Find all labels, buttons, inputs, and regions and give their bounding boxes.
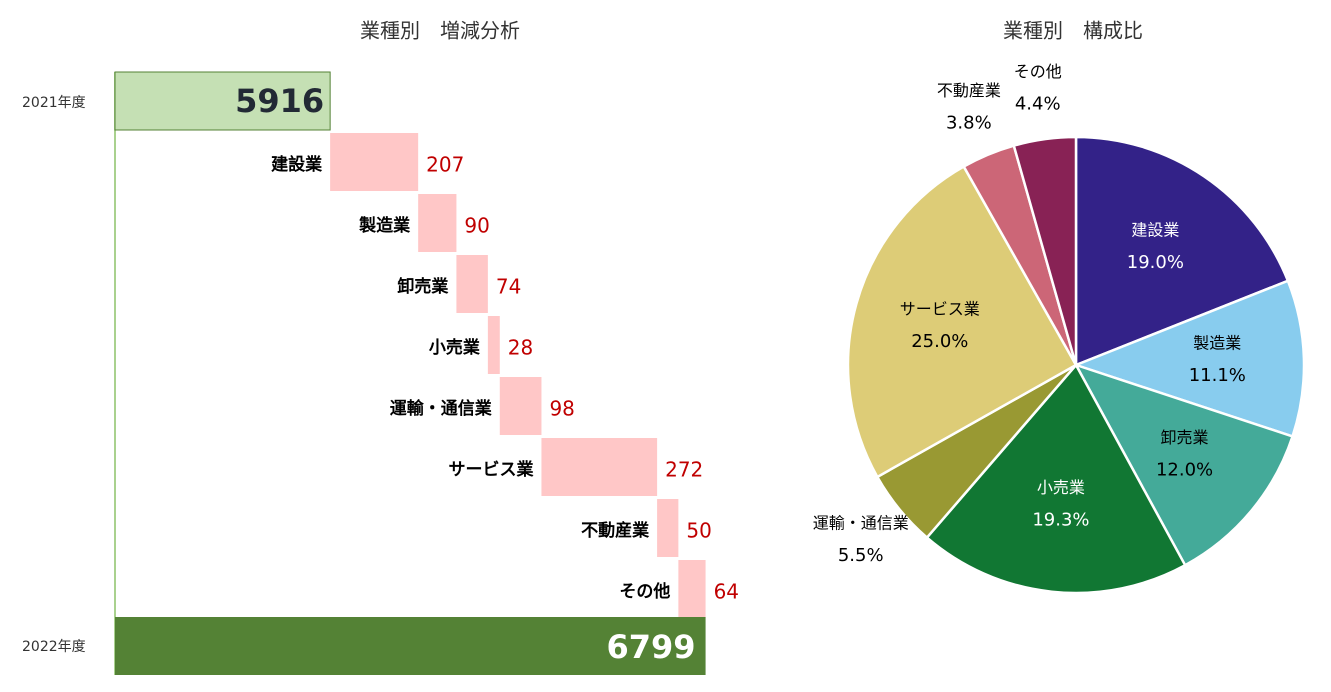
slice-label: 卸売業 [1161, 428, 1209, 447]
value-label: 272 [665, 458, 703, 482]
slice-value: 5.5% [838, 545, 884, 566]
slice-label: 小売業 [1037, 478, 1085, 497]
slice-value: 3.8% [946, 112, 992, 133]
pie-slice [1072, 279, 1306, 438]
slice-label: サービス業 [900, 300, 980, 319]
category-label: 製造業 [358, 215, 410, 236]
slice-value: 12.0% [1156, 460, 1213, 481]
end-bar [115, 617, 706, 675]
category-label: 小売業 [429, 337, 480, 358]
category-label: 不動産業 [581, 520, 649, 541]
category-label: サービス業 [448, 459, 533, 480]
category-label: 建設業 [271, 154, 322, 175]
start-label: 2021年度 [22, 95, 86, 111]
slice-value: 4.4% [1015, 93, 1061, 114]
value-label: 64 [714, 580, 739, 604]
category-label: 卸売業 [397, 276, 448, 297]
start-bar [114, 71, 331, 131]
value-label: 207 [426, 153, 464, 177]
pie-slice [1012, 135, 1078, 366]
category-label: 運輸・通信業 [390, 398, 492, 419]
value-label: 98 [549, 397, 574, 421]
category-label: その他 [619, 581, 670, 602]
value-label: 90 [464, 214, 489, 238]
increase-bar [678, 560, 706, 618]
increase-bar [657, 499, 679, 557]
waterfall-title: 業種別 増減分析 [360, 19, 520, 43]
slice-label: 不動産業 [937, 81, 1001, 100]
end-value: 6799 [607, 628, 696, 666]
value-label: 28 [508, 336, 533, 360]
pie-title: 業種別 構成比 [1003, 19, 1143, 43]
slice-value: 25.0% [911, 331, 968, 352]
start-value: 5916 [235, 82, 324, 120]
value-label: 50 [686, 519, 711, 543]
value-label: 74 [496, 275, 521, 299]
increase-bar [330, 133, 419, 191]
slice-value: 19.3% [1032, 510, 1089, 531]
increase-bar [499, 377, 542, 435]
increase-bar [456, 255, 488, 313]
end-label: 2022年度 [22, 639, 86, 655]
slice-value: 11.1% [1189, 365, 1246, 386]
slice-value: 19.0% [1127, 252, 1184, 273]
pie-slice [1074, 135, 1290, 367]
slice-label: その他 [1014, 62, 1062, 81]
pie-slice [925, 362, 1187, 595]
increase-bar [418, 194, 457, 252]
increase-bar [487, 316, 500, 374]
slice-label: 運輸・通信業 [813, 514, 909, 533]
increase-bar [541, 438, 658, 496]
pie-slice [1073, 362, 1295, 567]
slice-label: 建設業 [1131, 221, 1179, 240]
slice-label: 製造業 [1193, 333, 1241, 352]
pie-slice [846, 164, 1078, 479]
